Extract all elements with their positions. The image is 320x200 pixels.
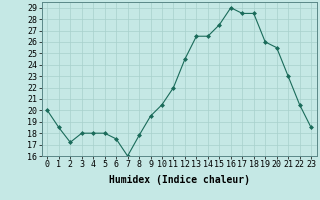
X-axis label: Humidex (Indice chaleur): Humidex (Indice chaleur) bbox=[109, 175, 250, 185]
